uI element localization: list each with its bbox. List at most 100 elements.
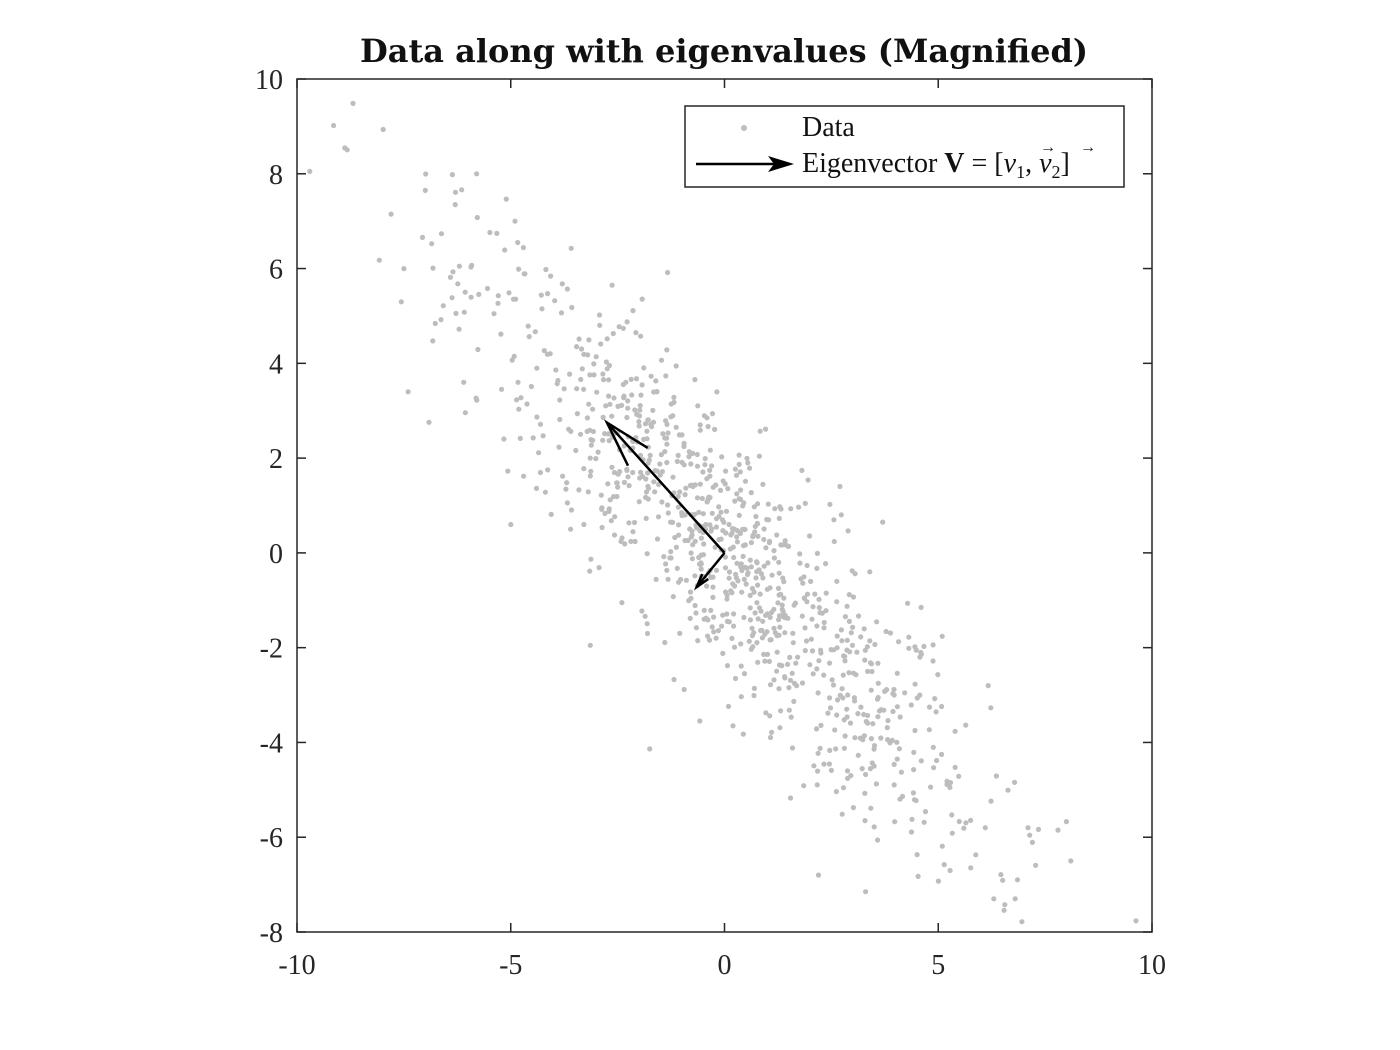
- data-point: [861, 711, 867, 718]
- data-point: [789, 745, 796, 751]
- data-point: [376, 257, 382, 263]
- data-point: [961, 825, 967, 831]
- data-point: [859, 766, 865, 772]
- data-point: [705, 633, 711, 639]
- data-point: [794, 683, 800, 689]
- data-point: [720, 478, 726, 484]
- data-point: [503, 196, 509, 202]
- legend-vec-arrow-2: →: [1080, 139, 1096, 156]
- data-point: [868, 805, 874, 811]
- data-point: [728, 532, 734, 538]
- data-point: [405, 389, 411, 395]
- data-point: [307, 168, 313, 174]
- data-point: [568, 428, 574, 434]
- y-tick-label: 6: [269, 255, 283, 286]
- data-point: [771, 677, 777, 683]
- x-tick-label: -10: [278, 950, 315, 981]
- data-point: [624, 414, 630, 421]
- data-point: [636, 413, 643, 419]
- data-point: [930, 744, 936, 750]
- y-tick-label: 0: [269, 539, 283, 570]
- data-point: [833, 789, 840, 795]
- data-point: [585, 489, 591, 495]
- data-point: [638, 469, 644, 475]
- data-point: [683, 577, 690, 583]
- data-point: [707, 447, 713, 453]
- data-point: [677, 489, 683, 495]
- data-point: [520, 245, 527, 251]
- data-point: [653, 576, 659, 583]
- data-point: [821, 625, 827, 631]
- data-point: [788, 506, 794, 512]
- data-point: [956, 773, 962, 779]
- data-point: [706, 637, 713, 643]
- data-point: [709, 463, 715, 469]
- data-point: [588, 442, 595, 448]
- data-point: [501, 436, 507, 442]
- data-point: [588, 556, 594, 562]
- data-point: [779, 602, 785, 608]
- data-point: [707, 467, 713, 473]
- data-point: [821, 619, 827, 626]
- data-point: [659, 499, 665, 505]
- data-point: [738, 694, 744, 700]
- data-point: [545, 467, 551, 473]
- data-point: [462, 289, 468, 295]
- data-point: [841, 653, 847, 659]
- data-point: [734, 560, 740, 566]
- data-point: [609, 464, 615, 470]
- data-point: [915, 873, 921, 880]
- data-point: [673, 544, 680, 550]
- data-point: [491, 311, 497, 317]
- data-point: [758, 627, 764, 634]
- data-point: [890, 708, 896, 715]
- data-point: [692, 377, 698, 383]
- data-point: [731, 611, 737, 617]
- data-point: [419, 234, 426, 240]
- data-point: [753, 575, 759, 581]
- data-point: [461, 379, 467, 385]
- data-point: [671, 676, 677, 683]
- data-point: [774, 532, 780, 538]
- data-point: [688, 534, 694, 540]
- data-point: [799, 613, 805, 619]
- data-point: [751, 685, 758, 692]
- data-point: [690, 450, 696, 456]
- data-point: [530, 435, 536, 441]
- data-point: [755, 616, 761, 622]
- data-point: [771, 555, 778, 561]
- data-point: [998, 872, 1004, 878]
- data-point: [660, 431, 666, 437]
- data-point: [697, 422, 703, 428]
- data-point: [665, 576, 671, 582]
- data-point: [607, 401, 613, 407]
- data-point: [842, 733, 848, 739]
- data-point: [586, 401, 592, 407]
- data-point: [548, 511, 554, 517]
- data-point: [734, 534, 740, 540]
- data-point: [968, 865, 974, 871]
- data-point: [658, 357, 665, 363]
- data-point: [687, 589, 694, 595]
- data-point: [630, 469, 636, 476]
- data-point: [849, 642, 856, 648]
- data-point: [474, 171, 480, 177]
- data-point: [508, 521, 514, 528]
- y-tick-label: -8: [260, 918, 283, 949]
- data-point: [956, 818, 962, 825]
- data-point: [834, 633, 840, 639]
- data-point: [746, 638, 752, 644]
- data-point: [707, 522, 713, 528]
- data-point: [786, 707, 792, 713]
- data-point: [637, 403, 643, 409]
- data-point: [607, 497, 613, 503]
- data-point: [668, 549, 674, 555]
- data-point: [767, 614, 773, 621]
- data-point: [388, 211, 394, 217]
- data-point: [912, 681, 918, 687]
- data-point: [522, 271, 528, 277]
- data-point: [692, 573, 698, 579]
- data-point: [781, 595, 787, 601]
- data-point: [897, 714, 903, 720]
- data-point: [912, 727, 918, 734]
